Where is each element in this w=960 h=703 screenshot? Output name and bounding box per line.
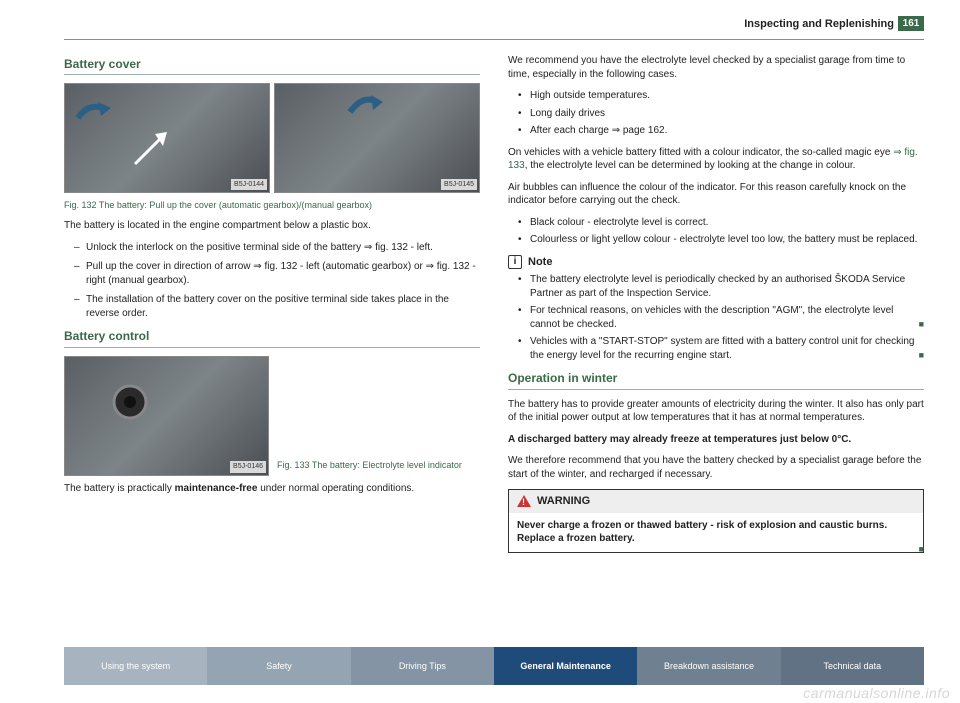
text-span: On vehicles with a vehicle battery fitte… (508, 147, 893, 158)
arrow-icon (125, 124, 175, 174)
list-item: After each charge ⇒ page 162. (520, 124, 924, 138)
nav-technical-data[interactable]: Technical data (781, 647, 924, 685)
end-marker-icon: ■ (919, 349, 924, 361)
list-item: Colourless or light yellow colour - elec… (520, 233, 924, 247)
figure-label: B5J-0144 (231, 179, 267, 190)
end-marker-icon: ■ (919, 543, 924, 555)
bullet-text: Colourless or light yellow colour - elec… (530, 234, 917, 245)
page-header: Inspecting and Replenishing 161 (64, 22, 924, 40)
list-item: High outside temperatures. (520, 89, 924, 103)
electrolyte-check-cases: High outside temperatures. Long daily dr… (508, 89, 924, 138)
step-text: Unlock the interlock on the positive ter… (86, 242, 433, 253)
list-item: Pull up the cover in direction of arrow … (76, 260, 480, 287)
electrolyte-check-intro: We recommend you have the electrolyte le… (508, 54, 924, 81)
note-text: Vehicles with a "START-STOP" system are … (530, 336, 914, 361)
warning-box: WARNING Never charge a frozen or thawed … (508, 489, 924, 553)
section-title-battery-cover: Battery cover (64, 56, 480, 75)
battery-cover-steps: Unlock the interlock on the positive ter… (64, 241, 480, 321)
note-text: The battery electrolyte level is periodi… (530, 274, 905, 299)
right-column: We recommend you have the electrolyte le… (508, 54, 924, 615)
figure-133-image: B5J-0146 (64, 356, 269, 476)
page: Inspecting and Replenishing 161 Battery … (0, 0, 960, 703)
list-item: Black colour - electrolyte level is corr… (520, 216, 924, 230)
list-item: Long daily drives (520, 107, 924, 121)
step-text: The installation of the battery cover on… (86, 294, 449, 319)
nav-using-system[interactable]: Using the system (64, 647, 207, 685)
note-text: For technical reasons, on vehicles with … (530, 305, 893, 330)
step-text: Pull up the cover in direction of arrow … (86, 261, 476, 286)
battery-cover-intro: The battery is located in the engine com… (64, 219, 480, 233)
warning-label: WARNING (537, 494, 590, 509)
bullet-text: After each charge ⇒ page 162. (530, 125, 667, 136)
winter-p2: A discharged battery may already freeze … (508, 433, 924, 447)
list-item: The battery electrolyte level is periodi… (520, 273, 924, 300)
warning-heading: WARNING (509, 490, 923, 513)
arrow-icon (345, 90, 385, 120)
bullet-text: Long daily drives (530, 108, 605, 119)
magic-eye-paragraph: On vehicles with a vehicle battery fitte… (508, 146, 924, 173)
figure-133-row: B5J-0146 Fig. 133 The battery: Electroly… (64, 356, 480, 476)
indicator-colours: Black colour - electrolyte level is corr… (508, 216, 924, 247)
winter-p1: The battery has to provide greater amoun… (508, 398, 924, 425)
note-heading: i Note (508, 255, 924, 270)
note-list: The battery electrolyte level is periodi… (508, 273, 924, 362)
nav-safety[interactable]: Safety (207, 647, 350, 685)
page-number-badge: 161 (898, 16, 924, 31)
figure-label: B5J-0146 (230, 461, 266, 472)
figure-132-images: B5J-0144 B5J-0145 (64, 83, 480, 193)
watermark: carmanualsonline.info (803, 685, 950, 701)
text-span: , the electrolyte level can be determine… (525, 160, 856, 171)
bottom-nav: Using the system Safety Driving Tips Gen… (64, 647, 924, 685)
figure-label: B5J-0145 (441, 179, 477, 190)
bullet-text: High outside temperatures. (530, 90, 650, 101)
nav-breakdown-assistance[interactable]: Breakdown assistance (637, 647, 780, 685)
left-column: Battery cover B5J-0144 B5J-0145 Fig. 132… (64, 54, 480, 615)
section-title-battery-control: Battery control (64, 328, 480, 347)
list-item: The installation of the battery cover on… (76, 293, 480, 320)
end-marker-icon: ■ (919, 318, 924, 330)
section-title-operation-winter: Operation in winter (508, 370, 924, 389)
list-item: Vehicles with a "START-STOP" system are … (520, 335, 924, 362)
figure-132-left-image: B5J-0144 (64, 83, 270, 193)
info-icon: i (508, 255, 522, 269)
winter-p3: We therefore recommend that you have the… (508, 454, 924, 481)
indicator-icon (105, 377, 155, 427)
nav-general-maintenance[interactable]: General Maintenance (494, 647, 637, 685)
winter-freeze-warning: A discharged battery may already freeze … (508, 434, 851, 445)
battery-control-line: The battery is practically maintenance-f… (64, 482, 480, 496)
figure-133-caption: Fig. 133 The battery: Electrolyte level … (277, 459, 480, 471)
bullet-text: Black colour - electrolyte level is corr… (530, 217, 708, 228)
air-bubbles-paragraph: Air bubbles can influence the colour of … (508, 181, 924, 208)
warning-body: Never charge a frozen or thawed battery … (509, 513, 923, 552)
note-label: Note (528, 255, 552, 270)
figure-132-caption: Fig. 132 The battery: Pull up the cover … (64, 199, 480, 211)
nav-driving-tips[interactable]: Driving Tips (351, 647, 494, 685)
header-section-title: Inspecting and Replenishing (744, 18, 894, 30)
warning-triangle-icon (517, 495, 531, 507)
list-item: For technical reasons, on vehicles with … (520, 304, 924, 331)
arrow-icon (73, 98, 113, 128)
figure-132-right-image: B5J-0145 (274, 83, 480, 193)
list-item: Unlock the interlock on the positive ter… (76, 241, 480, 255)
content-columns: Battery cover B5J-0144 B5J-0145 Fig. 132… (64, 54, 924, 615)
